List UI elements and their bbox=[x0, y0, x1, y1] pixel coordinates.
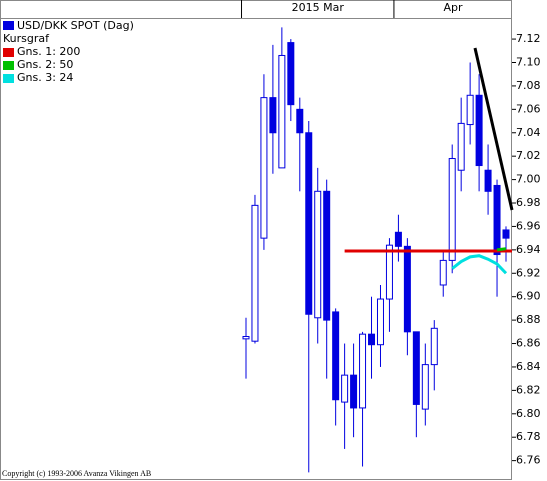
candle-body bbox=[251, 204, 259, 342]
y-tick-label: 6.98 bbox=[516, 196, 541, 209]
candle-body bbox=[260, 97, 268, 239]
legend-label: Gns. 3: 24 bbox=[17, 71, 73, 84]
legend-label: Gns. 2: 50 bbox=[17, 58, 73, 71]
y-tick-label: 6.76 bbox=[516, 454, 541, 467]
candle-body bbox=[430, 327, 438, 366]
candle-body bbox=[439, 259, 447, 286]
copyright: Copyright (c) 1993-2006 Avanza Vikingen … bbox=[2, 469, 151, 478]
candle-body bbox=[350, 374, 358, 409]
candle-body bbox=[242, 336, 250, 340]
candle-body bbox=[376, 298, 384, 346]
y-tick-label: 7.12 bbox=[516, 32, 541, 45]
moving-average-line bbox=[496, 247, 507, 252]
candle-body bbox=[466, 94, 474, 126]
candle-body bbox=[359, 333, 367, 409]
candle-body bbox=[403, 245, 411, 333]
y-tick-label: 7.02 bbox=[516, 149, 541, 162]
moving-average-line bbox=[451, 254, 508, 275]
candle-body bbox=[493, 184, 501, 256]
candle-body bbox=[475, 94, 483, 167]
y-tick-label: 6.94 bbox=[516, 243, 541, 256]
y-tick-label: 7.06 bbox=[516, 102, 541, 115]
y-tick-label: 6.96 bbox=[516, 219, 541, 232]
candle-body bbox=[394, 231, 402, 247]
legend-title: USD/DKK SPOT (Dag) bbox=[17, 19, 134, 32]
y-tick-label: 6.78 bbox=[516, 430, 541, 443]
trend-line bbox=[473, 47, 514, 211]
y-tick-label: 6.88 bbox=[516, 313, 541, 326]
candle-body bbox=[314, 190, 322, 319]
x-tick-label: Apr bbox=[443, 1, 463, 14]
legend-swatch bbox=[3, 21, 14, 30]
x-tick-label: 2015 Mar bbox=[292, 1, 345, 14]
y-tick-label: 6.92 bbox=[516, 266, 541, 279]
plot-area bbox=[242, 27, 512, 473]
y-tick-label: 6.86 bbox=[516, 337, 541, 350]
candle-body bbox=[278, 54, 286, 169]
candle-body bbox=[484, 169, 492, 192]
legend-subtitle: Kursgraf bbox=[3, 32, 50, 45]
candle-body bbox=[385, 244, 393, 300]
candle-body bbox=[412, 331, 420, 405]
candle-body bbox=[448, 158, 456, 261]
candle-body bbox=[502, 229, 510, 239]
candle-body bbox=[269, 97, 277, 134]
legend-label: Gns. 1: 200 bbox=[17, 45, 80, 58]
candle-body bbox=[323, 190, 331, 321]
candle-body bbox=[368, 333, 376, 346]
y-tick-label: 6.80 bbox=[516, 407, 541, 420]
legend-swatch bbox=[3, 74, 14, 83]
candle-body bbox=[421, 364, 429, 410]
y-tick-label: 6.82 bbox=[516, 383, 541, 396]
y-tick-label: 7.08 bbox=[516, 79, 541, 92]
y-tick-label: 6.84 bbox=[516, 360, 541, 373]
y-tick-label: 6.90 bbox=[516, 290, 541, 303]
y-tick-label: 7.04 bbox=[516, 126, 541, 139]
legend-swatch bbox=[3, 48, 14, 57]
candle-body bbox=[457, 122, 465, 171]
candle-body bbox=[305, 132, 313, 315]
y-tick-label: 7.10 bbox=[516, 55, 541, 68]
y-tick-label: 7.00 bbox=[516, 173, 541, 186]
candle-body bbox=[332, 311, 340, 401]
candle-body bbox=[296, 108, 304, 134]
candle-body bbox=[341, 374, 349, 403]
candle-body bbox=[287, 42, 295, 106]
legend-swatch bbox=[3, 61, 14, 70]
